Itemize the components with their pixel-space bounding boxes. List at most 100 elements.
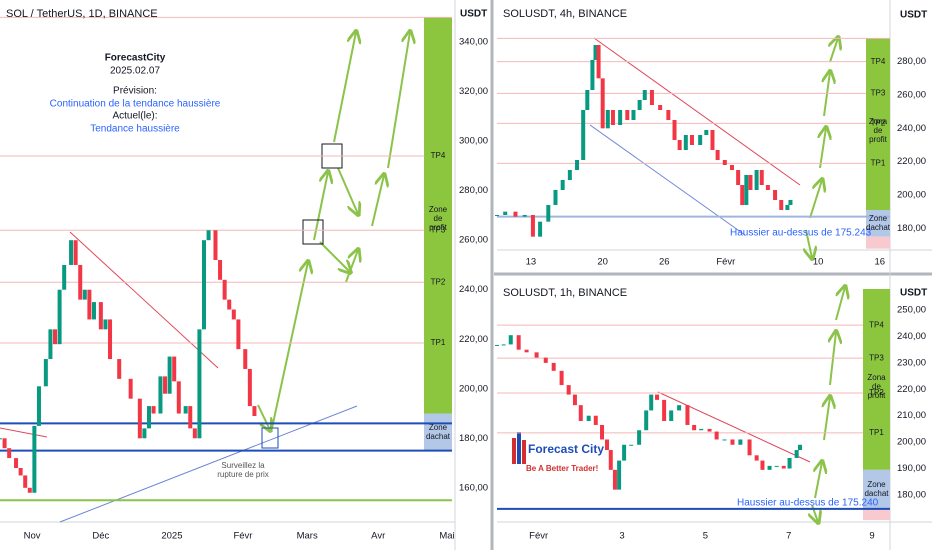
- candle: [773, 190, 778, 200]
- y-tick-label: 320,00: [459, 86, 488, 97]
- x-tick-label: 26: [659, 257, 670, 268]
- candle: [669, 410, 674, 421]
- candle: [748, 175, 753, 190]
- candle: [530, 215, 535, 237]
- candle: [644, 410, 649, 431]
- candle: [740, 185, 745, 205]
- candle: [543, 357, 548, 363]
- target-label: TP1: [871, 158, 886, 167]
- candle: [649, 394, 654, 411]
- candle: [69, 240, 74, 265]
- x-tick-label: 9: [869, 531, 874, 542]
- target-label: TP3: [871, 88, 886, 97]
- y-tick-label: 180,00: [897, 489, 926, 500]
- candle: [698, 135, 703, 145]
- chart-title: SOLUSDT, 1h, BINANCE: [503, 287, 627, 299]
- candle: [202, 240, 207, 330]
- y-tick-label: 280,00: [459, 185, 488, 196]
- candle: [575, 160, 580, 170]
- candle: [151, 406, 156, 414]
- candle: [57, 289, 62, 345]
- candle: [32, 425, 37, 493]
- candle: [612, 469, 617, 490]
- candle: [685, 405, 690, 425]
- candle: [14, 458, 19, 468]
- candle: [62, 264, 67, 290]
- candle: [618, 110, 623, 125]
- candle: [581, 110, 586, 160]
- candle: [103, 319, 108, 330]
- candle: [637, 430, 642, 445]
- candle: [605, 439, 610, 451]
- candle: [692, 424, 697, 431]
- candle: [590, 60, 595, 90]
- note: Surveillez la rupture de prix: [217, 461, 269, 479]
- x-tick-label: Févr: [529, 531, 548, 542]
- x-tick-label: 20: [597, 257, 608, 268]
- candle: [666, 110, 671, 120]
- candle: [43, 359, 48, 387]
- candle: [707, 428, 712, 432]
- axis-unit: USDT: [900, 10, 927, 21]
- candle: [608, 450, 613, 470]
- buy-zone: [866, 210, 890, 237]
- candle: [714, 431, 719, 440]
- y-tick-label: 220,00: [459, 334, 488, 345]
- candle: [610, 110, 615, 125]
- candle: [781, 465, 786, 469]
- candle: [87, 289, 92, 320]
- candle: [559, 370, 564, 386]
- candle: [551, 362, 556, 371]
- candle: [787, 457, 792, 469]
- candle: [91, 302, 96, 320]
- y-tick-label: 190,00: [897, 463, 926, 474]
- candle: [785, 205, 790, 210]
- candle: [222, 279, 227, 300]
- candle: [729, 165, 734, 170]
- y-tick-label: 220,00: [897, 156, 926, 167]
- candle: [677, 140, 682, 150]
- profit-zone: [866, 38, 890, 211]
- candle: [213, 230, 218, 260]
- candle: [0, 438, 2, 440]
- candle: [23, 475, 28, 488]
- candle: [710, 130, 715, 150]
- candle: [206, 230, 211, 241]
- candle: [747, 439, 752, 456]
- logo-name: Forecast City: [528, 442, 604, 456]
- candle: [18, 468, 23, 476]
- target-label: TP4: [869, 320, 884, 329]
- x-tick-label: Nov: [24, 531, 41, 542]
- y-tick-label: 220,00: [897, 384, 926, 395]
- buy-zone: [424, 413, 452, 451]
- x-tick-label: 3: [619, 531, 624, 542]
- y-tick-label: 230,00: [897, 357, 926, 368]
- info-text: Prévision:: [113, 86, 157, 97]
- y-tick-label: 200,00: [459, 383, 488, 394]
- candle: [218, 260, 223, 280]
- candle: [36, 386, 41, 426]
- candle: [495, 344, 499, 346]
- candle: [629, 444, 634, 446]
- candle: [596, 45, 601, 79]
- candle: [183, 406, 188, 414]
- zone-strip: [866, 236, 890, 249]
- candle: [744, 175, 749, 205]
- candle: [699, 428, 704, 431]
- y-tick-label: 240,00: [897, 331, 926, 342]
- candle: [593, 45, 598, 60]
- candle: [600, 424, 605, 440]
- candle: [538, 221, 543, 237]
- x-tick-label: Févr: [716, 257, 735, 268]
- candle: [513, 211, 518, 217]
- candle: [7, 448, 12, 459]
- profit-zone: [863, 288, 890, 470]
- candle: [172, 356, 177, 382]
- logo-icon: [512, 432, 526, 464]
- y-tick-label: 210,00: [897, 410, 926, 421]
- candle: [760, 460, 765, 470]
- candle: [188, 406, 193, 429]
